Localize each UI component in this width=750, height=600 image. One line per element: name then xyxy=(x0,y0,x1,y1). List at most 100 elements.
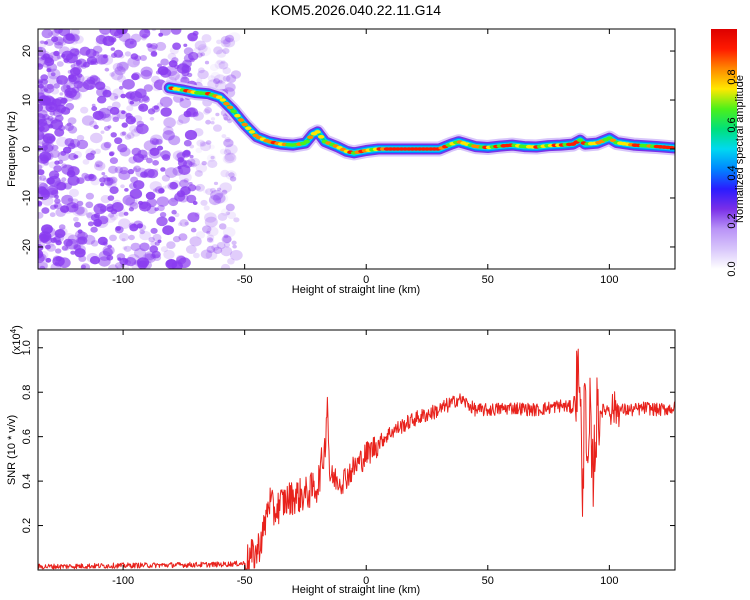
heatmap-noise-blob xyxy=(74,221,81,228)
heatmap-y-axis-title: Frequency (Hz) xyxy=(6,111,18,187)
heatmap-noise-blob xyxy=(95,34,107,45)
heatmap-noise-blob xyxy=(155,138,163,145)
heatmap-noise-blob xyxy=(111,202,124,212)
heatmap-noise-blob xyxy=(97,95,107,104)
heatmap-noise-blob xyxy=(162,186,167,190)
heatmap-noise-blob xyxy=(223,234,229,239)
heatmap-noise-blob xyxy=(176,152,186,160)
heatmap-noise-blob xyxy=(128,156,137,164)
heatmap-ridge-spot xyxy=(237,118,245,122)
heatmap-noise-blob xyxy=(149,245,159,253)
heatmap-noise-blob xyxy=(43,88,49,92)
heatmap-noise-blob xyxy=(208,194,222,206)
heatmap-noise-blob xyxy=(110,132,117,138)
heatmap-noise-blob xyxy=(170,29,182,35)
heatmap-noise-blob xyxy=(51,36,59,43)
heatmap-noise-blob xyxy=(129,100,135,105)
heatmap-noise-blob xyxy=(214,60,225,70)
heatmap-noise-blob xyxy=(67,175,80,186)
heatmap-noise-blob xyxy=(226,211,237,220)
heatmap-noise-blob xyxy=(197,69,209,80)
heatmap-noise-blob xyxy=(119,232,129,242)
heatmap-noise-blob xyxy=(227,118,233,124)
heatmap-noise-blob xyxy=(185,245,197,254)
heatmap-noise-blob xyxy=(53,50,60,57)
heatmap-noise-blob xyxy=(155,41,167,51)
heatmap-noise-blob xyxy=(200,52,206,57)
heatmap-noise-blob xyxy=(139,55,147,61)
heatmap-noise-blob xyxy=(66,165,77,173)
heatmap-noise-blob xyxy=(90,132,103,144)
heatmap-noise-blob xyxy=(56,55,62,60)
heatmap-noise-blob xyxy=(200,249,213,259)
heatmap-noise-blob xyxy=(233,217,240,223)
heatmap-noise-blob xyxy=(203,108,211,115)
heatmap-noise-blob xyxy=(124,134,132,140)
heatmap-noise-blob xyxy=(108,36,117,43)
heatmap-noise-blob xyxy=(221,189,228,195)
heatmap-noise-blob xyxy=(160,68,172,78)
heatmap-x-axis-title: Height of straight line (km) xyxy=(292,284,420,296)
heatmap-noise-blob xyxy=(102,241,108,246)
heatmap-noise-blob xyxy=(186,194,197,204)
heatmap-noise-blob xyxy=(228,172,235,178)
heatmap-noise-blob xyxy=(107,244,112,249)
heatmap-noise-blob xyxy=(222,154,235,164)
heatmap-noise-blob xyxy=(110,47,116,51)
heatmap-noise-blob xyxy=(112,116,120,123)
heatmap-noise-blob xyxy=(220,263,231,269)
heatmap-noise-blob xyxy=(60,97,68,104)
heatmap-noise-blob xyxy=(71,204,77,209)
heatmap-noise-blob xyxy=(127,168,135,175)
heatmap-noise-blob xyxy=(106,177,111,182)
heatmap-noise-blob xyxy=(114,95,119,100)
heatmap-noise-blob xyxy=(216,193,229,204)
heatmap-noise-blob xyxy=(89,85,94,89)
heatmap-noise-blob xyxy=(141,154,149,161)
colorbar-tick-label: 0.0 xyxy=(726,261,738,276)
heatmap-noise-blob xyxy=(74,48,79,52)
heatmap-noise-blob xyxy=(160,58,169,66)
heatmap-noise-blob xyxy=(38,212,44,219)
heatmap-noise-blob xyxy=(187,32,198,42)
heatmap-noise-blob xyxy=(121,238,126,242)
heatmap-noise-blob xyxy=(61,245,69,251)
heatmap-noise-blob xyxy=(128,234,135,241)
heatmap-noise-blob xyxy=(117,143,128,153)
heatmap-x-tick-label: -100 xyxy=(112,274,134,286)
heatmap-noise-blob xyxy=(206,154,216,162)
heatmap-noise-blob xyxy=(220,208,231,217)
heatmap-noise-blob xyxy=(50,72,56,77)
heatmap-noise-blob xyxy=(125,257,137,267)
heatmap-noise-blob xyxy=(119,131,126,137)
heatmap-noise-blob xyxy=(124,188,129,192)
heatmap-noise-blob xyxy=(119,166,129,175)
heatmap-noise-blob xyxy=(118,211,125,218)
heatmap-noise-blob xyxy=(217,212,228,221)
heatmap-ridge-spot xyxy=(223,101,230,106)
heatmap-noise-blob xyxy=(120,93,126,99)
heatmap-noise-blob xyxy=(213,46,223,55)
heatmap-noise-blob xyxy=(196,78,203,83)
svg-text:(x104): (x104) xyxy=(9,325,23,355)
heatmap-ridge-spot xyxy=(318,135,325,139)
heatmap-noise-blob xyxy=(58,224,66,230)
heatmap-noise-blob xyxy=(205,188,214,196)
heatmap-noise-blob xyxy=(191,162,197,168)
heatmap-noise-blob xyxy=(150,43,158,50)
heatmap-noise-blob xyxy=(48,241,55,247)
heatmap-noise-blob xyxy=(72,66,82,75)
heatmap-noise-blob xyxy=(93,124,99,130)
heatmap-noise-blob xyxy=(133,180,145,190)
heatmap-noise-blob xyxy=(106,179,117,189)
heatmap-noise-blob xyxy=(210,71,221,80)
heatmap-noise-blob xyxy=(116,110,128,120)
heatmap-noise-blob xyxy=(150,227,158,234)
snr-frame xyxy=(37,329,676,571)
heatmap-noise-blob xyxy=(219,182,232,193)
heatmap-noise-blob xyxy=(38,250,49,260)
heatmap-noise-blob xyxy=(106,105,114,112)
heatmap-noise-blob xyxy=(49,212,56,218)
heatmap-noise-blob xyxy=(160,167,166,172)
heatmap-noise-blob xyxy=(101,172,106,176)
